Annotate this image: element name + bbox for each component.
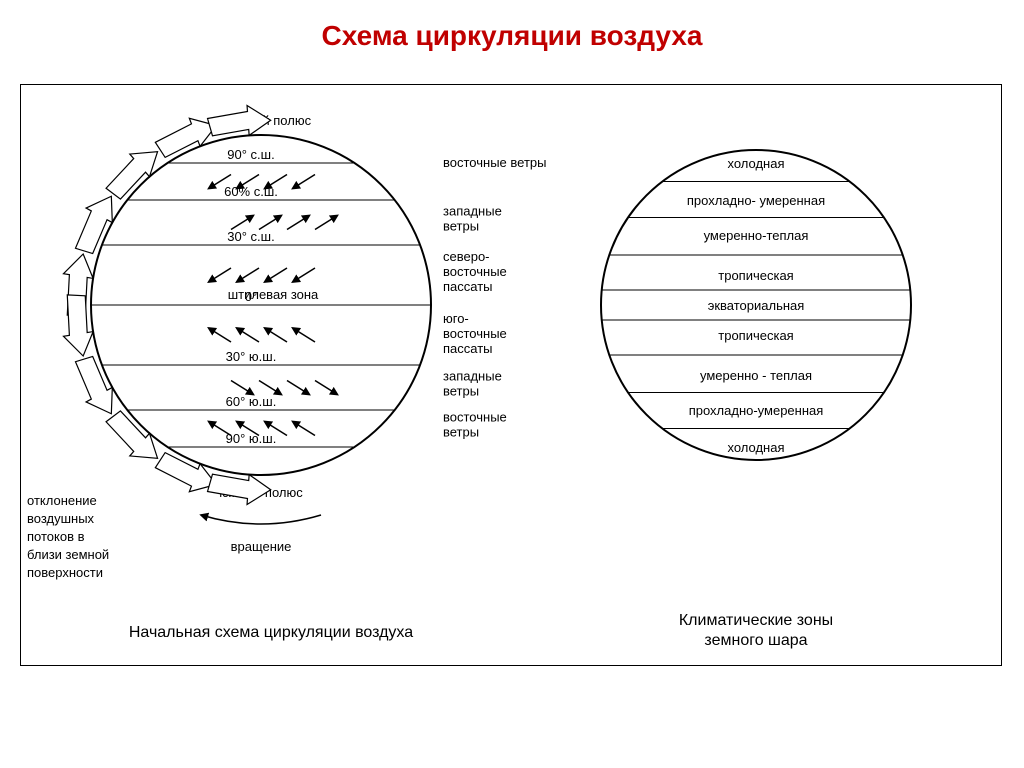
diagram-frame: 90° с.ш.восточные ветры60% с.ш.западныев… xyxy=(20,84,1002,666)
diagram-svg: 90° с.ш.восточные ветры60% с.ш.западныев… xyxy=(21,85,1001,665)
left-caption: Начальная схема циркуляции воздуха xyxy=(129,624,413,641)
rotation-label: вращение xyxy=(231,539,292,554)
climate-zone-label: холодная xyxy=(727,440,784,455)
wind-label: ветры xyxy=(443,384,479,399)
wind-label: восточные xyxy=(443,264,507,279)
right-caption: Климатические зоны xyxy=(679,612,833,629)
wind-arrow xyxy=(293,268,315,282)
wind-label: пассаты xyxy=(443,279,493,294)
wind-arrow xyxy=(293,328,315,342)
wind-arrow xyxy=(231,216,253,230)
wind-arrow xyxy=(237,268,259,282)
wind-arrow xyxy=(259,381,281,395)
latitude-label: 60% с.ш. xyxy=(224,184,278,199)
climate-zone-label: тропическая xyxy=(718,268,793,283)
wind-label: ветры xyxy=(443,219,479,234)
latitude-label: 30° с.ш. xyxy=(227,229,274,244)
wind-arrow xyxy=(265,328,287,342)
wind-arrow xyxy=(315,381,337,395)
climate-zone-label: тропическая xyxy=(718,328,793,343)
wind-arrow xyxy=(287,381,309,395)
deflection-text: отклонение xyxy=(27,493,97,508)
wind-label: северо- xyxy=(443,249,490,264)
page-title: Схема циркуляции воздуха xyxy=(0,0,1024,58)
wind-arrow xyxy=(293,422,315,436)
right-caption: земного шара xyxy=(704,632,807,649)
wind-arrow xyxy=(209,268,231,282)
latitude-label: 90° с.ш. xyxy=(227,147,274,162)
wind-arrow xyxy=(259,216,281,230)
wind-label: восточные xyxy=(443,410,507,425)
deflection-block-arrow xyxy=(106,152,157,199)
wind-arrow xyxy=(315,216,337,230)
latitude-label: 90° ю.ш. xyxy=(226,431,277,446)
wind-label: западные xyxy=(443,369,502,384)
wind-arrow xyxy=(293,175,315,189)
wind-arrow xyxy=(237,328,259,342)
wind-label: западные xyxy=(443,204,502,219)
wind-arrow xyxy=(287,216,309,230)
climate-zone-label: умеренно - теплая xyxy=(700,368,812,383)
wind-arrow xyxy=(209,328,231,342)
wind-label: ветры xyxy=(443,425,479,440)
wind-arrow xyxy=(231,381,253,395)
deflection-text: поверхности xyxy=(27,565,103,580)
latitude-label: 60° ю.ш. xyxy=(226,394,277,409)
wind-label: восточные xyxy=(443,326,507,341)
latitude-label: 30° ю.ш. xyxy=(226,349,277,364)
rotation-arrow xyxy=(201,515,321,524)
deflection-block-arrow xyxy=(63,295,93,356)
climate-zone-label: прохладно-умеренная xyxy=(689,403,824,418)
deflection-block-arrow xyxy=(106,411,157,458)
wind-label: восточные ветры xyxy=(443,155,546,170)
deflection-text: близи земной xyxy=(27,547,109,562)
climate-zone-label: экваториальная xyxy=(708,298,805,313)
wind-label: юго- xyxy=(443,311,469,326)
climate-zone-label: холодная xyxy=(727,156,784,171)
climate-zone-label: умеренно-теплая xyxy=(704,228,809,243)
wind-arrow xyxy=(265,268,287,282)
deflection-text: потоков в xyxy=(27,529,85,544)
calm-zone-label: штилевая зона xyxy=(228,287,319,302)
wind-label: пассаты xyxy=(443,341,493,356)
deflection-text: воздушных xyxy=(27,511,95,526)
deflection-block-arrow xyxy=(208,105,271,135)
climate-zone-label: прохладно- умеренная xyxy=(687,193,825,208)
